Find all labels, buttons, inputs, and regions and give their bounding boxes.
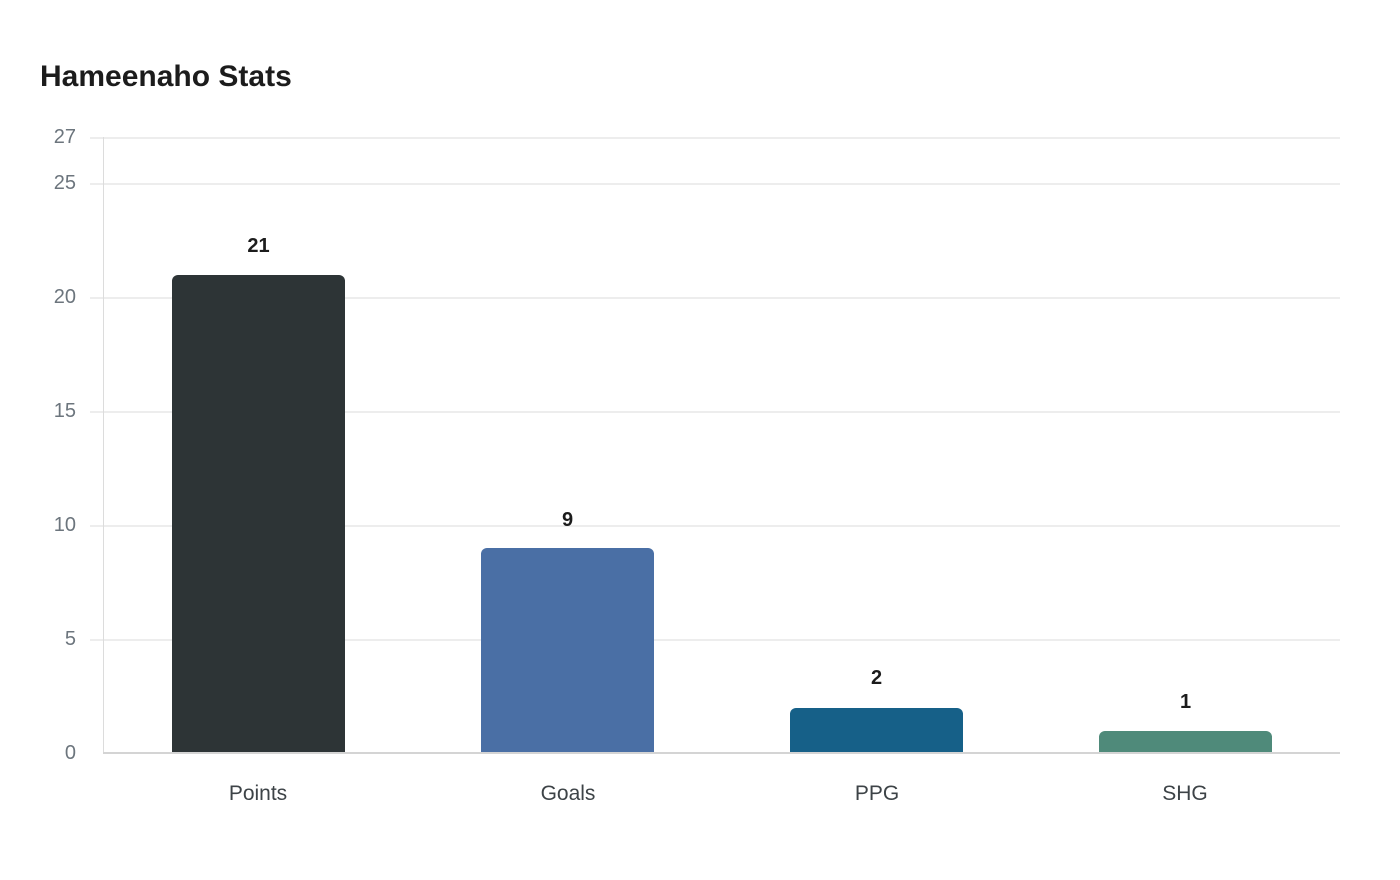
chart-title: Hameenaho Stats bbox=[40, 60, 292, 93]
gridline-27 bbox=[90, 137, 1340, 139]
bar-value-label-ppg: 2 bbox=[870, 667, 883, 689]
x-axis-line bbox=[103, 752, 1340, 754]
bar-points[interactable] bbox=[172, 275, 345, 753]
y-tick-label: 27 bbox=[53, 126, 76, 148]
bar-value-label-points: 21 bbox=[247, 235, 270, 257]
bar-value-label-goals: 9 bbox=[561, 509, 574, 531]
gridline-25 bbox=[90, 183, 1340, 185]
x-tick-label-ppg: PPG bbox=[854, 782, 900, 805]
bar-goals[interactable] bbox=[481, 548, 654, 753]
gridline-10 bbox=[90, 525, 1340, 527]
x-tick-label-points: Points bbox=[228, 782, 288, 805]
x-tick-label-goals: Goals bbox=[540, 782, 596, 805]
y-tick-label: 0 bbox=[64, 742, 76, 764]
y-tick-label: 15 bbox=[53, 400, 76, 422]
y-tick-label: 10 bbox=[53, 514, 76, 536]
gridline-5 bbox=[90, 639, 1340, 641]
y-tick-label: 20 bbox=[53, 286, 76, 308]
y-axis-line bbox=[103, 137, 104, 754]
bar-value-label-shg: 1 bbox=[1179, 691, 1192, 713]
bar-shg[interactable] bbox=[1099, 731, 1272, 753]
x-tick-label-shg: SHG bbox=[1162, 782, 1208, 805]
gridline-15 bbox=[90, 411, 1340, 413]
gridline-20 bbox=[90, 297, 1340, 299]
y-tick-label: 25 bbox=[53, 172, 76, 194]
y-tick-label: 5 bbox=[64, 628, 76, 650]
bar-ppg[interactable] bbox=[790, 708, 963, 753]
